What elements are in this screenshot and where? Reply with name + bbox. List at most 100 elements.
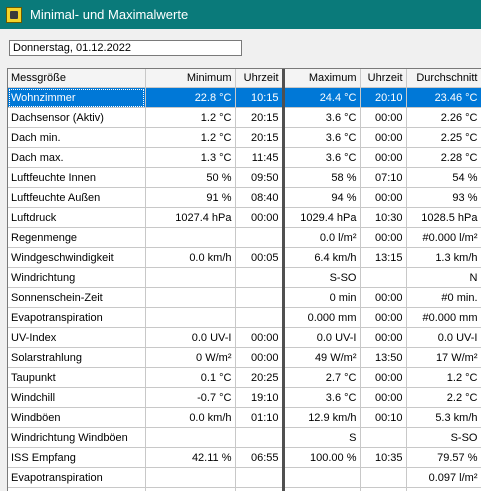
cell-minimum: [145, 268, 235, 288]
cell-min-time: [235, 268, 283, 288]
cell-average: 5.3 km/h: [406, 408, 481, 428]
cell-minimum: [145, 488, 235, 491]
cell-minimum: 1.2 °C: [145, 128, 235, 148]
cell-sensor-name: Taupunkt: [8, 368, 145, 388]
cell-max-time: 07:10: [360, 168, 406, 188]
table-row[interactable]: Wind Verlauf 110.0 km: [8, 488, 481, 491]
cell-minimum: 1027.4 hPa: [145, 208, 235, 228]
cell-minimum: 0 W/m²: [145, 348, 235, 368]
cell-max-time: 00:00: [360, 108, 406, 128]
cell-sensor-name: Sonnenschein-Zeit: [8, 288, 145, 308]
cell-sensor-name: Windgeschwindigkeit: [8, 248, 145, 268]
cell-sensor-name: Windböen: [8, 408, 145, 428]
cell-maximum: S-SO: [283, 268, 360, 288]
cell-average: 0.097 l/m²: [406, 468, 481, 488]
cell-min-time: 09:50: [235, 168, 283, 188]
cell-maximum: [283, 468, 360, 488]
cell-maximum: 0.000 mm: [283, 308, 360, 328]
cell-sensor-name: UV-Index: [8, 328, 145, 348]
cell-minimum: [145, 228, 235, 248]
cell-min-time: 20:15: [235, 128, 283, 148]
cell-min-time: 00:00: [235, 348, 283, 368]
cell-average: N: [406, 268, 481, 288]
cell-min-time: 08:40: [235, 188, 283, 208]
cell-maximum: 3.6 °C: [283, 108, 360, 128]
cell-minimum: [145, 468, 235, 488]
cell-maximum: 2.7 °C: [283, 368, 360, 388]
column-header-average[interactable]: Durchschnitt: [406, 69, 481, 88]
cell-max-time: 00:00: [360, 228, 406, 248]
cell-maximum: 3.6 °C: [283, 148, 360, 168]
cell-average: 17 W/m²: [406, 348, 481, 368]
date-picker[interactable]: Donnerstag, 01.12.2022: [9, 40, 242, 56]
cell-min-time: 20:15: [235, 108, 283, 128]
cell-minimum: 0.1 °C: [145, 368, 235, 388]
cell-max-time: 00:00: [360, 128, 406, 148]
column-header-sensor-name[interactable]: Messgröße: [8, 69, 145, 88]
cell-min-time: [235, 488, 283, 491]
cell-sensor-name: Wohnzimmer: [8, 88, 145, 108]
table-row[interactable]: Evapotranspiration 0.097 l/m²: [8, 468, 481, 488]
cell-maximum: 24.4 °C: [283, 88, 360, 108]
cell-sensor-name: Dach min.: [8, 128, 145, 148]
cell-maximum: 49 W/m²: [283, 348, 360, 368]
cell-average: 1.2 °C: [406, 368, 481, 388]
cell-sensor-name: Evapotranspiration: [8, 308, 145, 328]
cell-maximum: [283, 488, 360, 491]
cell-sensor-name: Evapotranspiration: [8, 468, 145, 488]
column-header-minimum[interactable]: Minimum: [145, 69, 235, 88]
cell-minimum: [145, 288, 235, 308]
cell-minimum: 42.11 %: [145, 448, 235, 468]
cell-average: #0.000 mm: [406, 308, 481, 328]
cell-average: 110.0 km: [406, 488, 481, 491]
cell-max-time: 00:10: [360, 408, 406, 428]
cell-sensor-name: ISS Empfang: [8, 448, 145, 468]
column-header-max-time[interactable]: Uhrzeit: [360, 69, 406, 88]
app-icon[interactable]: [6, 7, 22, 23]
cell-max-time: 00:00: [360, 368, 406, 388]
window-title: Minimal- und Maximalwerte: [30, 7, 188, 22]
column-header-maximum[interactable]: Maximum: [283, 69, 360, 88]
cell-max-time: 13:50: [360, 348, 406, 368]
cell-average: 1.3 km/h: [406, 248, 481, 268]
cell-average: 2.28 °C: [406, 148, 481, 168]
cell-min-time: [235, 288, 283, 308]
cell-max-time: 13:15: [360, 248, 406, 268]
cell-minimum: 91 %: [145, 188, 235, 208]
cell-maximum: 1029.4 hPa: [283, 208, 360, 228]
cell-average: 1028.5 hPa: [406, 208, 481, 228]
cell-min-time: 10:15: [235, 88, 283, 108]
cell-max-time: [360, 468, 406, 488]
cell-min-time: 01:10: [235, 408, 283, 428]
cell-min-time: [235, 308, 283, 328]
cell-sensor-name: Solarstrahlung: [8, 348, 145, 368]
cell-minimum: -0.7 °C: [145, 388, 235, 408]
cell-minimum: 0.0 km/h: [145, 408, 235, 428]
cell-max-time: 00:00: [360, 188, 406, 208]
cell-max-time: 10:30: [360, 208, 406, 228]
cell-sensor-name: Wind Verlauf: [8, 488, 145, 491]
cell-min-time: 19:10: [235, 388, 283, 408]
column-header-min-time[interactable]: Uhrzeit: [235, 69, 283, 88]
